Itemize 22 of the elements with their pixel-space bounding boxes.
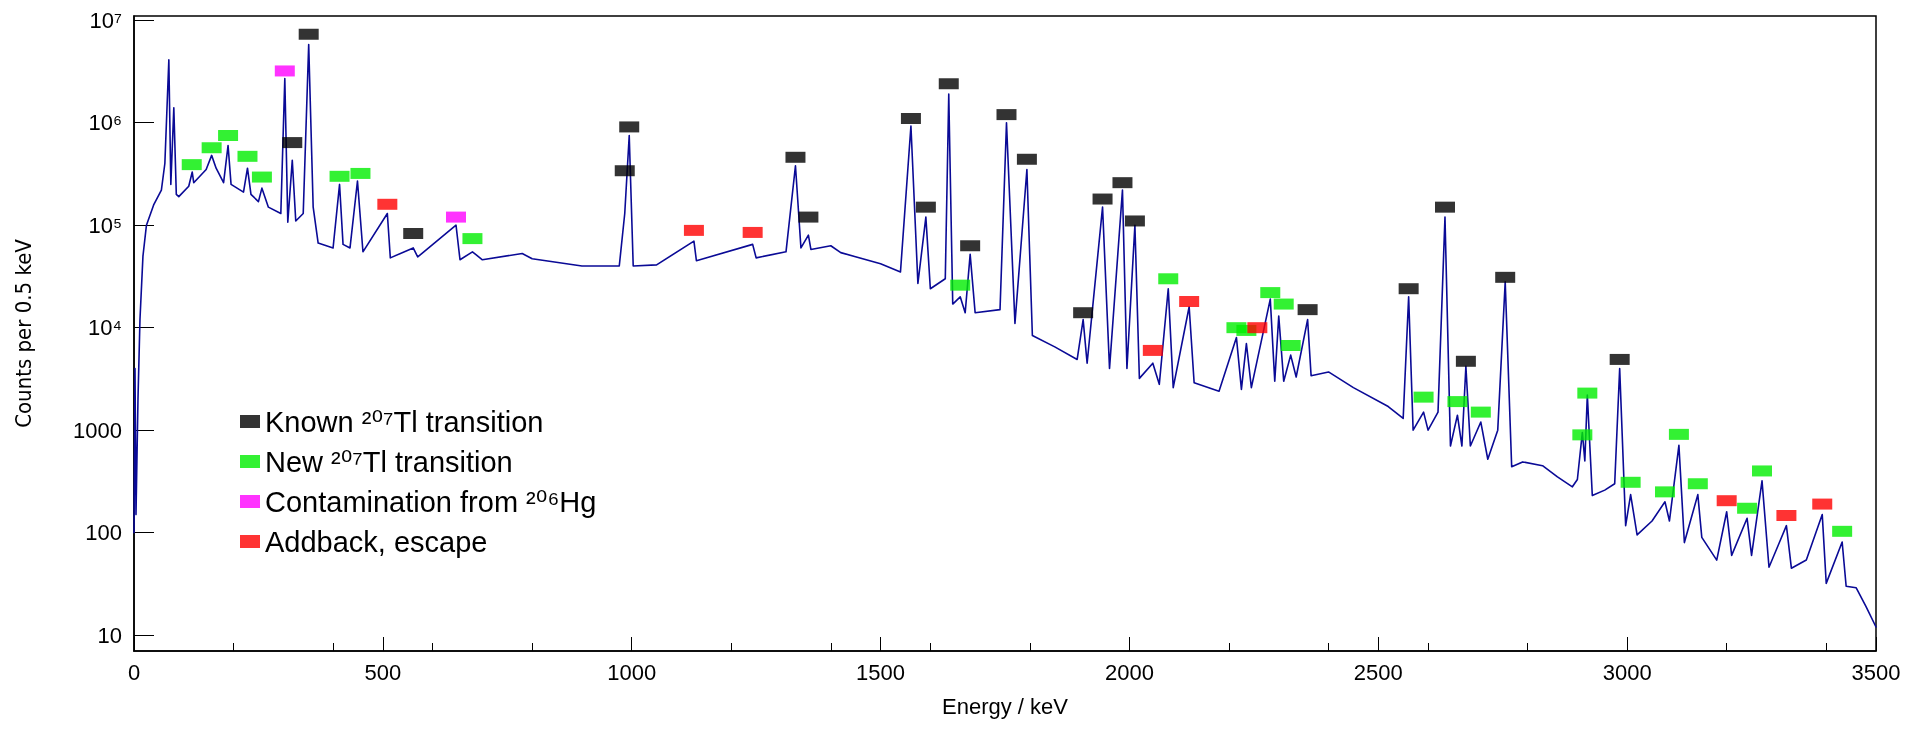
line-series <box>133 43 1877 628</box>
y-tick-label: 10 <box>97 622 122 648</box>
legend-label: Addback, escape <box>265 525 488 558</box>
x-tick-label: 500 <box>364 659 402 685</box>
y-axis-title: Counts per 0.5 keV <box>10 238 36 428</box>
legend-label: Known ²⁰⁷Tl transition <box>265 405 544 438</box>
y-tick-label: 10⁵ <box>88 212 122 238</box>
legend-label: Contamination from ²⁰⁶Hg <box>265 485 597 518</box>
y-tick-label: 1000 <box>73 417 122 443</box>
x-tick-label: 3000 <box>1602 659 1652 685</box>
y-tick-label: 100 <box>85 520 122 546</box>
x-tick-label: 1500 <box>856 659 906 685</box>
x-axis-title: Energy / keV <box>942 693 1069 719</box>
x-tick-label: 3500 <box>1851 659 1901 685</box>
x-tick-label: 2500 <box>1353 659 1403 685</box>
x-tick-label: 2000 <box>1104 659 1154 685</box>
y-tick-label: 10⁶ <box>88 110 122 136</box>
x-tick-label: 1000 <box>607 659 657 685</box>
legend-label: New ²⁰⁷Tl transition <box>265 445 513 478</box>
y-tick-label: 10⁴ <box>88 315 122 341</box>
y-tick-label: 10⁷ <box>89 7 123 33</box>
x-tick-label: 0 <box>127 659 141 685</box>
